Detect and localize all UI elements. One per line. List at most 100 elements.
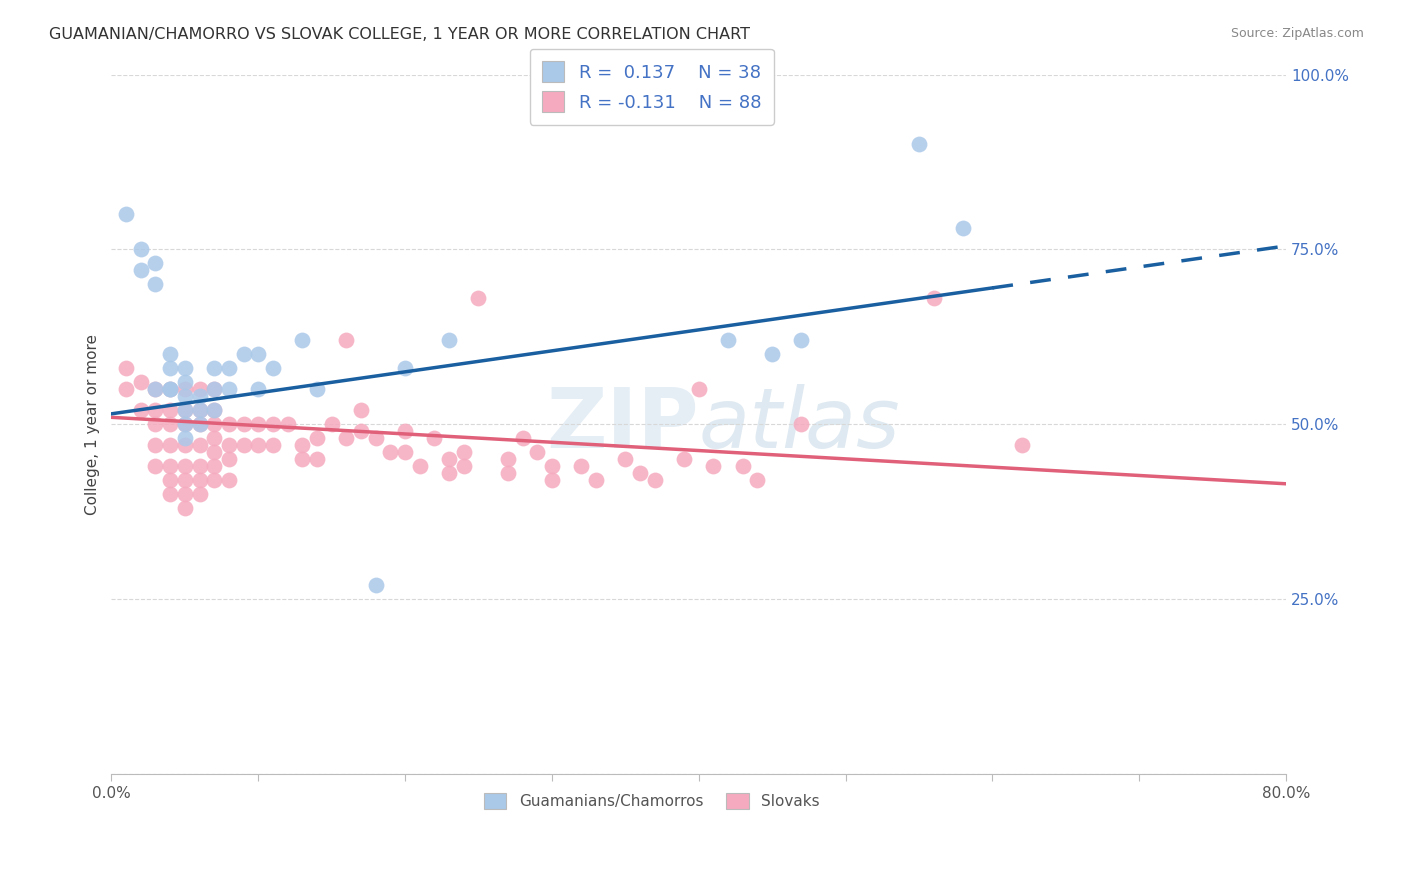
Point [761, 347, 783, 361]
Point [173, 376, 195, 390]
Point [145, 277, 167, 292]
Point [232, 417, 254, 432]
Point [291, 452, 314, 467]
Point [350, 403, 373, 417]
Point [173, 403, 195, 417]
Point [1011, 438, 1033, 452]
Point [188, 403, 211, 417]
Point [526, 445, 548, 459]
Point [159, 459, 181, 474]
Point [202, 473, 225, 487]
Point [115, 207, 138, 221]
Point [335, 431, 357, 445]
Point [277, 417, 299, 432]
Point [717, 334, 740, 348]
Point [380, 445, 402, 459]
Point [202, 403, 225, 417]
Point [585, 473, 607, 487]
Point [922, 292, 945, 306]
Point [202, 417, 225, 432]
Point [173, 389, 195, 403]
Point [394, 445, 416, 459]
Point [173, 438, 195, 452]
Point [188, 417, 211, 432]
Point [145, 417, 167, 432]
Point [173, 473, 195, 487]
Point [350, 425, 373, 439]
Point [173, 487, 195, 501]
Point [688, 382, 710, 396]
Point [702, 459, 724, 474]
Point [364, 431, 387, 445]
Point [232, 438, 254, 452]
Point [159, 417, 181, 432]
Point [247, 382, 270, 396]
Point [394, 425, 416, 439]
Point [790, 334, 813, 348]
Point [202, 382, 225, 396]
Point [614, 452, 637, 467]
Point [247, 438, 270, 452]
Point [218, 361, 240, 376]
Point [159, 361, 181, 376]
Point [291, 438, 314, 452]
Point [218, 473, 240, 487]
Point [541, 459, 564, 474]
Point [159, 438, 181, 452]
Point [453, 459, 475, 474]
Point [232, 347, 254, 361]
Point [305, 431, 328, 445]
Point [145, 256, 167, 270]
Point [202, 382, 225, 396]
Text: GUAMANIAN/CHAMORRO VS SLOVAK COLLEGE, 1 YEAR OR MORE CORRELATION CHART: GUAMANIAN/CHAMORRO VS SLOVAK COLLEGE, 1 … [49, 27, 751, 42]
Point [188, 438, 211, 452]
Point [202, 431, 225, 445]
Point [188, 403, 211, 417]
Point [188, 473, 211, 487]
Point [188, 487, 211, 501]
Point [409, 459, 432, 474]
Point [453, 445, 475, 459]
Point [305, 452, 328, 467]
Point [335, 334, 357, 348]
Point [512, 431, 534, 445]
Point [437, 334, 460, 348]
Point [173, 501, 195, 516]
Point [569, 459, 592, 474]
Text: ZIP: ZIP [546, 384, 699, 465]
Point [305, 382, 328, 396]
Point [188, 417, 211, 432]
Point [145, 382, 167, 396]
Point [145, 459, 167, 474]
Point [496, 452, 519, 467]
Point [202, 445, 225, 459]
Point [159, 382, 181, 396]
Point [262, 438, 284, 452]
Point [541, 473, 564, 487]
Point [173, 417, 195, 432]
Point [173, 403, 195, 417]
Point [202, 459, 225, 474]
Point [115, 361, 138, 376]
Point [202, 403, 225, 417]
Point [218, 452, 240, 467]
Point [145, 403, 167, 417]
Point [731, 459, 754, 474]
Point [908, 137, 931, 152]
Point [790, 417, 813, 432]
Point [218, 382, 240, 396]
Point [423, 431, 446, 445]
Point [394, 361, 416, 376]
Point [247, 417, 270, 432]
Point [628, 467, 651, 481]
Point [188, 382, 211, 396]
Point [159, 473, 181, 487]
Point [188, 459, 211, 474]
Text: atlas: atlas [699, 384, 900, 465]
Point [437, 467, 460, 481]
Point [159, 403, 181, 417]
Point [145, 438, 167, 452]
Point [218, 438, 240, 452]
Legend: Guamanians/Chamorros, Slovaks: Guamanians/Chamorros, Slovaks [478, 788, 825, 815]
Point [247, 347, 270, 361]
